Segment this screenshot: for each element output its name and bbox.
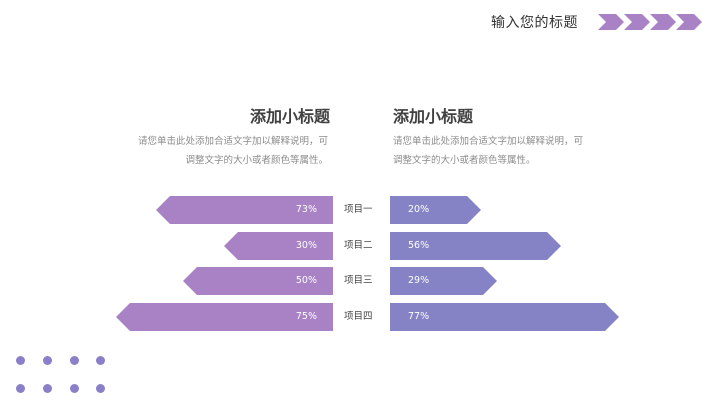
chevron-arrows-icon [598,14,702,30]
dot-icon [70,384,79,393]
dot-icon [96,384,105,393]
right-bar-value: 56% [408,240,430,251]
dot-icon [43,384,52,393]
right-bar-3: 29% [390,267,497,295]
left-description-line1: 请您单击此处添加合适文字加以解释说明，可 [137,136,328,147]
left-bar-1: 73% [156,196,333,224]
right-bar-2: 56% [390,232,561,260]
dot-icon [70,356,79,365]
row-label: 项目二 [344,240,373,251]
left-description-line2: 调整文字的大小或者颜色等属性。 [185,155,328,166]
left-description: 请您单击此处添加合适文字加以解释说明，可 调整文字的大小或者颜色等属性。 [88,132,328,170]
row-label: 项目四 [344,311,373,322]
row-label: 项目三 [344,275,373,286]
left-bar-3: 50% [183,267,333,295]
left-bar-value: 73% [295,204,317,215]
right-subtitle: 添加小标题 [393,107,474,126]
left-bar-value: 30% [295,240,317,251]
right-description-line2: 调整文字的大小或者颜色等属性。 [393,155,536,166]
right-arrow-shape [390,232,561,260]
dot-icon [96,356,105,365]
right-bar-1: 20% [390,196,481,224]
right-description-line1: 请您单击此处添加合适文字加以解释说明，可 [393,136,584,147]
left-bar-4: 75% [116,303,333,331]
dot-icon [16,384,25,393]
row-label: 项目一 [344,204,373,215]
left-bar-2: 30% [224,232,333,260]
right-arrow-shape [390,303,619,331]
right-bar-value: 29% [408,275,430,286]
left-subtitle: 添加小标题 [249,107,330,126]
right-description: 请您单击此处添加合适文字加以解释说明，可 调整文字的大小或者颜色等属性。 [393,132,633,170]
page-title: 输入您的标题 [491,15,578,31]
left-arrow-shape [183,267,333,295]
right-bar-value: 20% [408,204,430,215]
dot-icon [43,356,52,365]
right-bar-value: 77% [408,311,430,322]
left-arrow-shape [224,232,333,260]
left-arrow-shape [156,196,333,224]
left-bar-value: 75% [295,311,317,322]
right-arrow-shape [390,196,481,224]
left-bar-value: 50% [295,275,317,286]
right-arrow-shape [390,267,497,295]
left-arrow-shape [116,303,333,331]
right-bar-4: 77% [390,303,619,331]
dot-icon [16,356,25,365]
